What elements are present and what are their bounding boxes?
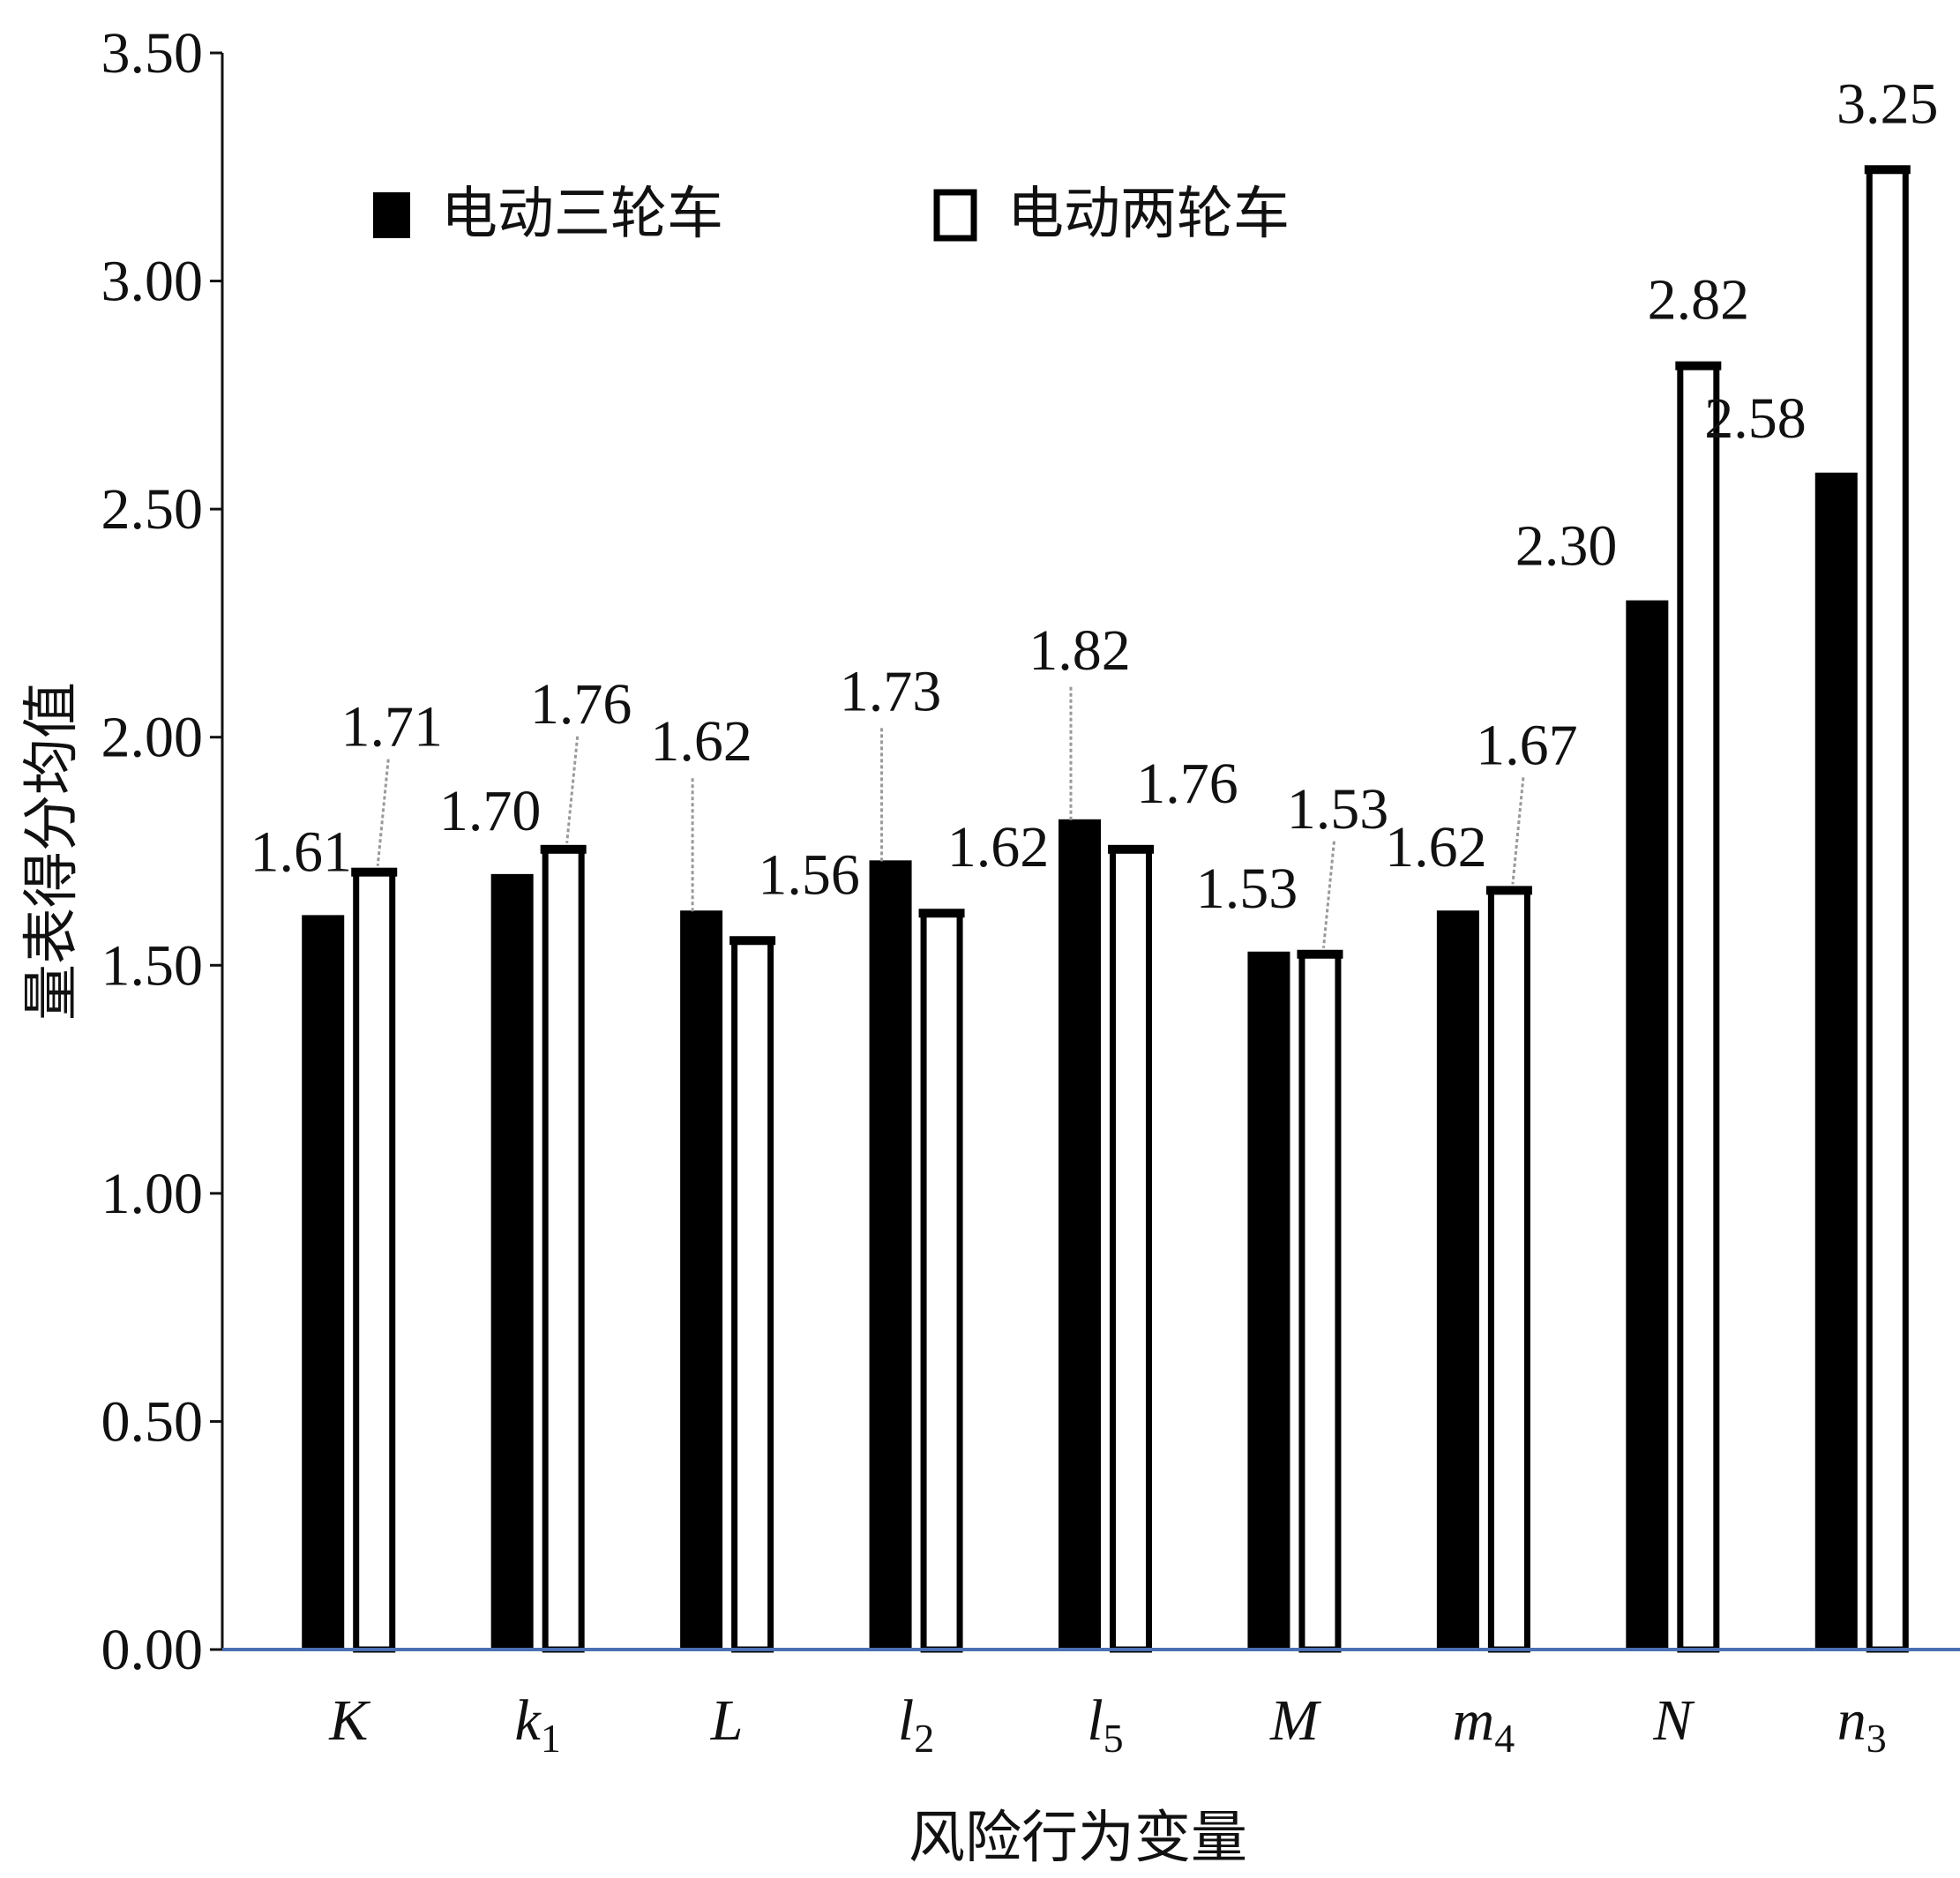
bar-series-2 (1866, 167, 1909, 1653)
x-tick-label: K (328, 1688, 370, 1753)
bar-series-1 (1436, 910, 1479, 1650)
bar-series-2-cap (351, 867, 398, 877)
bar-series-2 (920, 910, 963, 1653)
value-label-series-1: 2.58 (1704, 386, 1807, 451)
value-label-series-2: 3.25 (1837, 71, 1939, 136)
value-label-series-1: 1.53 (1196, 857, 1298, 921)
legend-label-series-2: 电动两轮车 (1007, 182, 1290, 247)
leader-line (376, 759, 390, 866)
y-tick-label: 2.00 (101, 706, 204, 770)
bar-series-2-cap (1675, 361, 1722, 370)
y-tick-label: 0.50 (101, 1389, 204, 1454)
value-label-series-1: 1.73 (840, 659, 942, 723)
value-label-series-2: 1.62 (947, 815, 1050, 879)
bar-series-1 (1059, 819, 1101, 1650)
legend-swatch-series-2 (933, 189, 977, 242)
bar-series-1 (869, 860, 912, 1650)
bar-series-2-cap (1297, 949, 1343, 959)
y-axis-title: 量表得分均值 (19, 682, 85, 1021)
legend-swatch-series-1 (373, 192, 410, 238)
bar-series-1 (1247, 951, 1290, 1650)
bar-series-2 (353, 869, 396, 1653)
x-tick-label: m4 (1453, 1688, 1515, 1761)
value-label-series-1: 1.82 (1029, 618, 1131, 683)
bar-series-2 (731, 938, 774, 1653)
x-axis-title: 风险行为变量 (909, 1806, 1247, 1871)
y-axis: 0.00 0.50 1.00 1.50 2.00 2.50 3.00 3.50 (101, 21, 224, 1682)
leader-line (565, 736, 580, 843)
value-label-series-2: 1.76 (1136, 752, 1238, 816)
bar-series-1 (1626, 600, 1669, 1650)
leader-line (1511, 777, 1525, 885)
bar-series-2-cap (1485, 886, 1532, 895)
bar-series-2-cap (1864, 165, 1911, 175)
bar-series-2 (1298, 951, 1342, 1653)
bar-series-1 (490, 873, 534, 1650)
legend-label-series-1: 电动三轮车 (441, 182, 723, 247)
bar-series-2 (542, 846, 585, 1653)
x-tick-label: N (1652, 1688, 1695, 1753)
x-tick-label: n3 (1837, 1688, 1887, 1761)
y-tick-label: 1.00 (101, 1162, 204, 1226)
value-label-series-2: 1.71 (340, 695, 443, 759)
bar-series-2-cap (540, 844, 587, 854)
value-labels: 1.61 1.71 1.70 1.76 1.62 1.56 1.73 1.62 1.82 1.76… (250, 71, 1939, 948)
bar-series-1 (1814, 472, 1858, 1650)
bar-series-2 (1677, 363, 1720, 1653)
value-label-series-2: 1.56 (758, 842, 860, 907)
y-tick-label: 0.00 (101, 1618, 204, 1682)
value-label-series-1: 1.62 (1385, 815, 1487, 879)
value-label-series-1: 1.62 (650, 709, 752, 774)
leader-line (1321, 841, 1335, 948)
value-label-series-1: 2.30 (1515, 514, 1618, 579)
y-tick-label: 1.50 (101, 933, 204, 998)
value-label-series-2: 1.67 (1476, 713, 1578, 777)
bar-series-2-cap (1108, 844, 1154, 854)
y-tick-label: 2.50 (101, 477, 204, 542)
bar-series-1 (680, 910, 723, 1650)
bar-series-2 (1110, 846, 1152, 1653)
bar-series-1 (302, 915, 345, 1650)
legend: 电动三轮车 电动两轮车 (373, 182, 1290, 247)
bar-series-2-cap (918, 909, 965, 918)
value-label-series-2: 2.82 (1648, 268, 1750, 333)
y-tick-label: 3.00 (101, 250, 204, 314)
value-label-series-2: 1.76 (530, 672, 632, 737)
bars (302, 165, 1911, 1653)
x-tick-label: L (710, 1688, 744, 1753)
x-tick-label: l2 (898, 1688, 934, 1761)
x-tick-label: M (1269, 1688, 1322, 1753)
value-label-series-1: 1.70 (439, 779, 542, 843)
bar-series-2 (1487, 887, 1530, 1653)
value-label-series-2: 1.53 (1287, 777, 1389, 842)
y-tick-label: 3.50 (101, 21, 204, 86)
x-tick-label: l5 (1087, 1688, 1123, 1761)
bar-series-2-cap (729, 936, 776, 946)
value-label-series-1: 1.61 (250, 819, 352, 884)
x-tick-label: k1 (515, 1688, 561, 1761)
